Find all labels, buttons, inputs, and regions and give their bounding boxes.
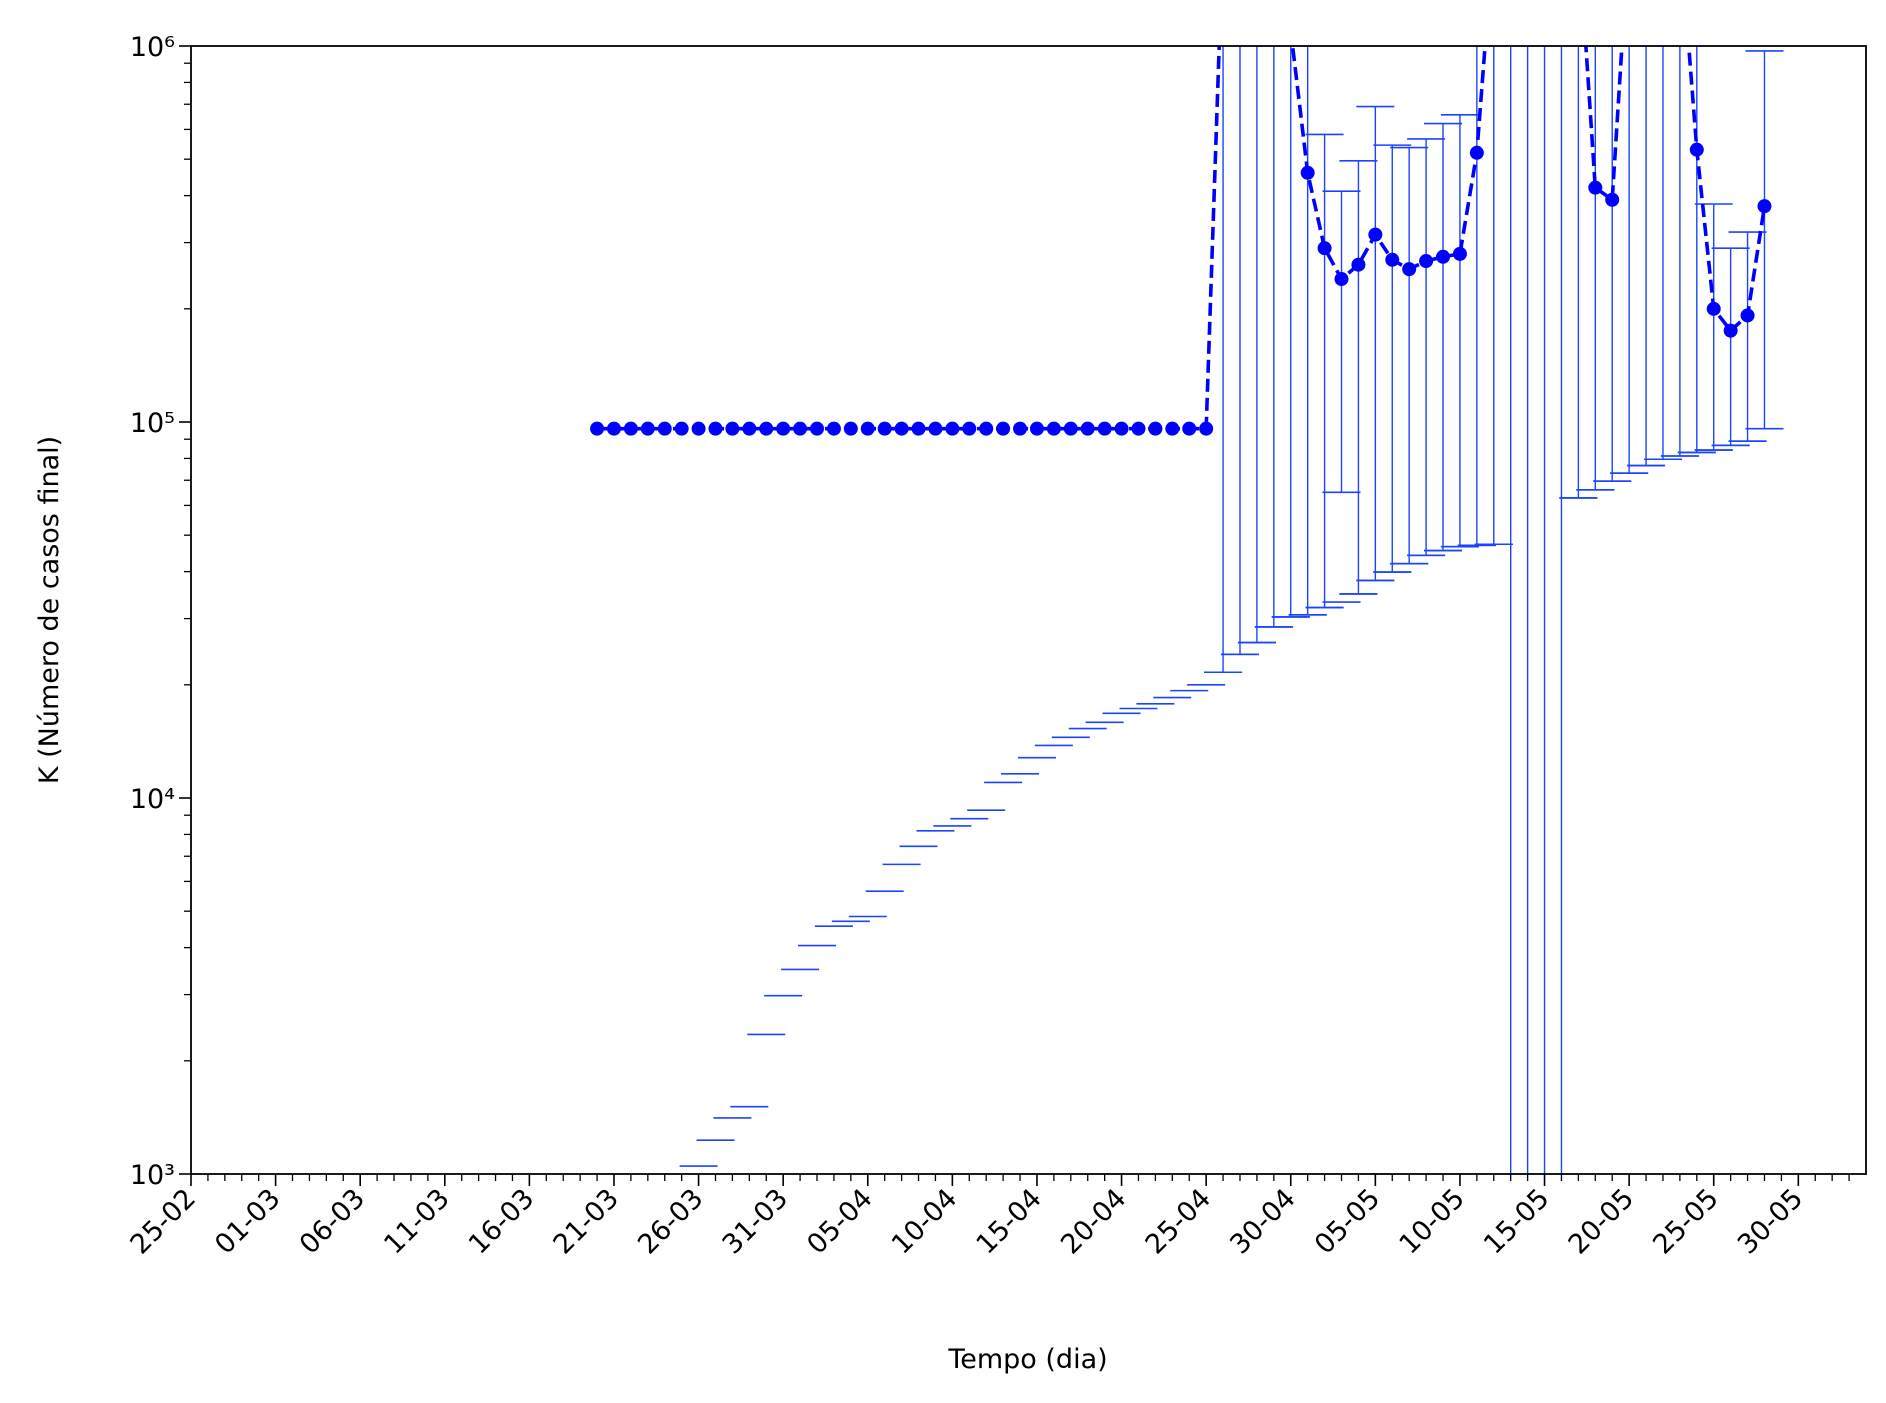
data-point <box>1013 421 1028 436</box>
y-tick-label: 10⁴ <box>130 784 175 815</box>
data-point <box>860 421 875 436</box>
data-point <box>996 421 1011 436</box>
plot-frame <box>190 45 1867 1175</box>
data-point <box>590 421 605 436</box>
data-point <box>776 421 791 436</box>
data-point <box>1436 249 1451 264</box>
data-point <box>1385 252 1400 267</box>
data-point <box>725 421 740 436</box>
data-point <box>1063 421 1078 436</box>
plot-area <box>590 46 1784 1174</box>
data-point <box>1080 421 1095 436</box>
data-point <box>1419 254 1434 269</box>
data-point <box>1046 421 1061 436</box>
data-point <box>708 421 723 436</box>
data-point <box>1148 421 1163 436</box>
data-point <box>1723 323 1738 338</box>
data-point <box>1114 421 1129 436</box>
y-tick-label: 10⁵ <box>130 408 175 439</box>
data-point <box>1097 421 1112 436</box>
y-tick-label: 10⁶ <box>130 32 175 63</box>
data-point <box>623 421 638 436</box>
data-point <box>1605 192 1620 207</box>
data-point <box>674 421 689 436</box>
data-point <box>657 421 672 436</box>
data-point <box>640 421 655 436</box>
data-point <box>742 421 757 436</box>
data-point <box>1165 421 1180 436</box>
data-point <box>759 421 774 436</box>
data-point <box>962 421 977 436</box>
data-point <box>1706 301 1721 316</box>
data-point <box>793 421 808 436</box>
data-point <box>894 421 909 436</box>
data-point <box>1029 421 1044 436</box>
y-axis-label: K (Número de casos final) <box>34 436 65 784</box>
data-point <box>843 421 858 436</box>
data-point <box>911 421 926 436</box>
series-line <box>597 46 1767 431</box>
data-point <box>1588 180 1603 195</box>
data-point <box>691 421 706 436</box>
data-point <box>606 421 621 436</box>
x-axis-label: Tempo (dia) <box>947 1344 1107 1375</box>
data-point <box>1182 421 1197 436</box>
data-point <box>1131 421 1146 436</box>
data-point <box>928 421 943 436</box>
data-point <box>1757 199 1772 214</box>
data-point <box>1469 145 1484 160</box>
data-point <box>1317 241 1332 256</box>
data-point <box>1689 142 1704 157</box>
data-point <box>1402 262 1417 277</box>
data-point <box>1368 227 1383 242</box>
data-point <box>877 421 892 436</box>
data-point <box>810 421 825 436</box>
data-point <box>1452 246 1467 261</box>
data-point <box>945 421 960 436</box>
y-tick-label: 10³ <box>130 1160 175 1191</box>
data-point <box>1334 272 1349 287</box>
data-point <box>1351 257 1366 272</box>
data-point <box>826 421 841 436</box>
data-point <box>1740 308 1755 323</box>
data-point <box>979 421 994 436</box>
data-point <box>1199 421 1214 436</box>
data-point <box>1300 165 1315 180</box>
